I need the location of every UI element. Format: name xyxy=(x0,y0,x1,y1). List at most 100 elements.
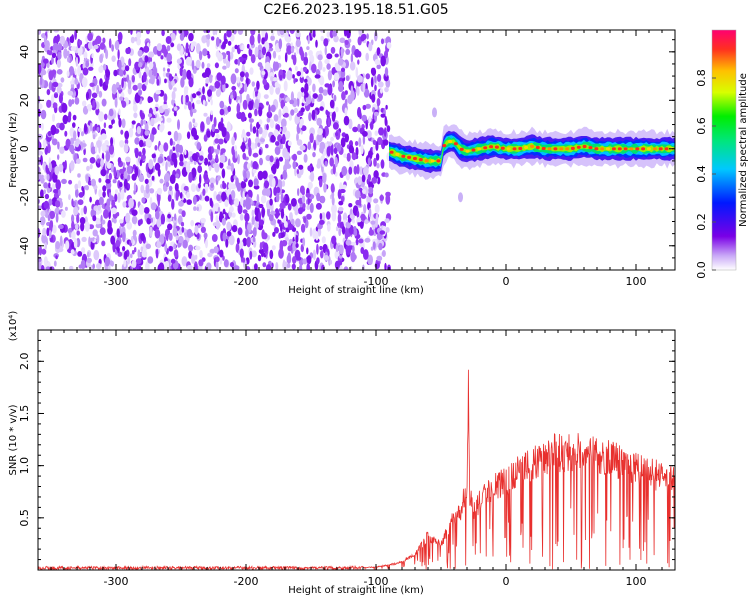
noise-speckle xyxy=(144,55,149,63)
noise-speckle xyxy=(57,51,62,60)
noise-speckle xyxy=(131,120,136,125)
noise-speckle xyxy=(185,162,191,173)
noise-speckle xyxy=(68,66,75,76)
noise-speckle xyxy=(51,56,54,65)
noise-speckle xyxy=(89,157,96,164)
noise-speckle xyxy=(356,86,360,96)
noise-speckle xyxy=(92,263,95,270)
noise-speckle xyxy=(252,236,256,243)
noise-speckle xyxy=(185,56,192,66)
noise-speckle xyxy=(145,30,151,35)
noise-speckle xyxy=(97,204,101,211)
noise-speckle xyxy=(306,247,309,255)
noise-speckle xyxy=(278,108,282,118)
noise-speckle xyxy=(306,213,312,220)
noise-speckle xyxy=(41,248,47,255)
noise-speckle xyxy=(332,30,338,37)
noise-speckle xyxy=(144,178,149,185)
noise-speckle xyxy=(215,50,221,58)
noise-speckle xyxy=(319,212,323,220)
noise-speckle xyxy=(48,162,52,172)
noise-speckle xyxy=(306,46,310,51)
noise-speckle xyxy=(170,32,176,42)
noise-speckle xyxy=(78,39,83,46)
noise-speckle xyxy=(165,181,170,188)
noise-speckle xyxy=(365,52,370,62)
noise-speckle xyxy=(148,214,152,219)
noise-speckle xyxy=(338,228,342,237)
noise-speckle xyxy=(206,116,211,125)
noise-speckle xyxy=(62,114,69,125)
signal-peak xyxy=(483,146,488,150)
noise-speckle xyxy=(76,214,80,224)
noise-speckle xyxy=(372,241,376,250)
noise-speckle xyxy=(340,47,344,58)
noise-speckle xyxy=(161,30,165,37)
y-tick-label: -20 xyxy=(18,188,31,206)
noise-speckle xyxy=(318,219,325,225)
noise-speckle xyxy=(211,36,215,41)
figure-title: C2E6.2023.195.18.51.G05 xyxy=(263,2,448,18)
noise-speckle xyxy=(254,87,257,92)
noise-speckle xyxy=(311,63,317,74)
noise-speckle xyxy=(242,209,248,214)
noise-speckle xyxy=(357,106,362,118)
noise-speckle xyxy=(256,193,260,204)
noise-speckle xyxy=(176,43,182,51)
noise-speckle xyxy=(123,178,128,189)
noise-speckle xyxy=(186,191,191,199)
noise-speckle xyxy=(86,165,90,172)
noise-speckle xyxy=(81,186,84,191)
noise-speckle xyxy=(131,260,137,268)
noise-speckle xyxy=(43,200,49,209)
noise-speckle xyxy=(292,74,295,79)
noise-speckle xyxy=(356,210,360,219)
noise-speckle xyxy=(188,232,194,237)
noise-speckle xyxy=(194,225,199,235)
noise-speckle xyxy=(234,150,238,159)
noise-speckle xyxy=(115,239,121,249)
noise-speckle xyxy=(385,193,391,205)
noise-speckle xyxy=(260,195,267,204)
signal-peak xyxy=(658,147,663,151)
noise-speckle xyxy=(290,45,295,54)
snr-y-label: SNR (10 * v/v) xyxy=(8,404,19,475)
noise-speckle xyxy=(261,37,265,45)
noise-speckle xyxy=(243,170,247,181)
noise-speckle xyxy=(41,69,47,76)
noise-speckle xyxy=(100,158,104,169)
noise-speckle xyxy=(207,252,213,258)
noise-speckle xyxy=(206,30,211,34)
noise-speckle xyxy=(275,86,281,95)
noise-speckle xyxy=(216,72,223,81)
noise-speckle xyxy=(370,246,374,251)
noise-speckle xyxy=(96,234,100,244)
noise-speckle xyxy=(107,226,113,235)
noise-speckle xyxy=(182,94,186,105)
noise-speckle xyxy=(194,254,198,260)
noise-speckle xyxy=(113,166,117,178)
noise-speckle xyxy=(329,259,333,265)
noise-speckle xyxy=(177,119,180,130)
noise-speckle xyxy=(140,119,144,127)
noise-speckle xyxy=(163,93,168,103)
noise-speckle xyxy=(122,231,126,243)
noise-speckle xyxy=(202,188,206,196)
noise-speckle xyxy=(144,130,150,136)
noise-speckle xyxy=(188,77,194,88)
noise-speckle xyxy=(287,140,292,146)
noise-speckle xyxy=(211,234,218,242)
noise-speckle xyxy=(209,177,216,185)
noise-speckle xyxy=(90,178,96,187)
noise-speckle xyxy=(374,262,380,269)
noise-speckle xyxy=(204,67,211,78)
noise-speckle xyxy=(234,145,237,151)
noise-speckle xyxy=(384,172,389,178)
noise-speckle xyxy=(293,107,298,114)
noise-speckle xyxy=(251,250,257,258)
noise-speckle xyxy=(46,89,51,96)
noise-speckle xyxy=(167,223,173,231)
spectrogram-x-label: Height of straight line (km) xyxy=(288,285,424,296)
noise-speckle xyxy=(118,219,124,224)
noise-speckle xyxy=(376,255,383,262)
